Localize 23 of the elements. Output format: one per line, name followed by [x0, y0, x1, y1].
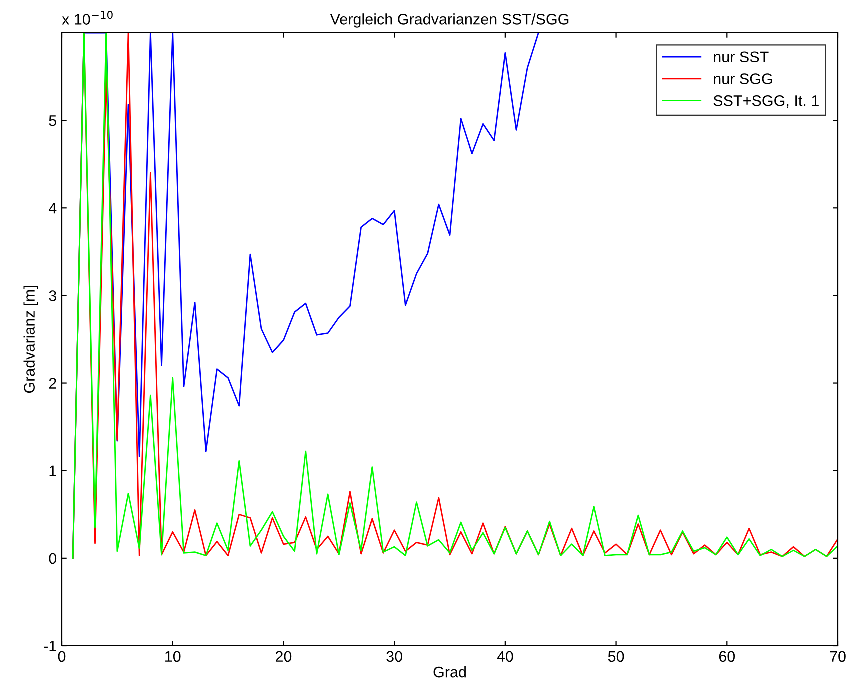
y-tick-label: 1 — [50, 466, 56, 476]
x-tick-label: 40 — [497, 651, 514, 662]
y-tick-label: 0 — [49, 553, 57, 564]
y-tick-label: 2 — [49, 378, 56, 389]
y-tick-label: -1 — [44, 641, 56, 652]
x-tick-label: 0 — [58, 651, 66, 662]
x-tick-label: 60 — [719, 651, 736, 662]
x-axis-title: Grad — [434, 666, 466, 678]
y-tick-label: 5 — [49, 116, 56, 126]
text: x 10$^{−10}$ — [62, 11, 113, 25]
line-series — [72, 33, 838, 560]
x-tick-label: 10 — [166, 651, 181, 662]
legend-label: nur SGG — [714, 74, 772, 84]
x-tick-label: 70 — [830, 651, 846, 662]
legend-label: nur SST — [714, 52, 769, 63]
x-tick-label: 50 — [608, 651, 624, 662]
x-tick-label: 20 — [276, 651, 292, 662]
legend-label: SST+SGG, It. 1 — [714, 96, 819, 108]
chart-title: Vergleich Gradvarianzen SST/SGG — [330, 14, 569, 28]
y-tick-label: 3 — [49, 290, 56, 302]
x-tick-label: 30 — [386, 651, 402, 662]
y-axis-title: Gradvarianz [m] — [24, 286, 38, 394]
y-tick-label: 4 — [48, 203, 57, 214]
